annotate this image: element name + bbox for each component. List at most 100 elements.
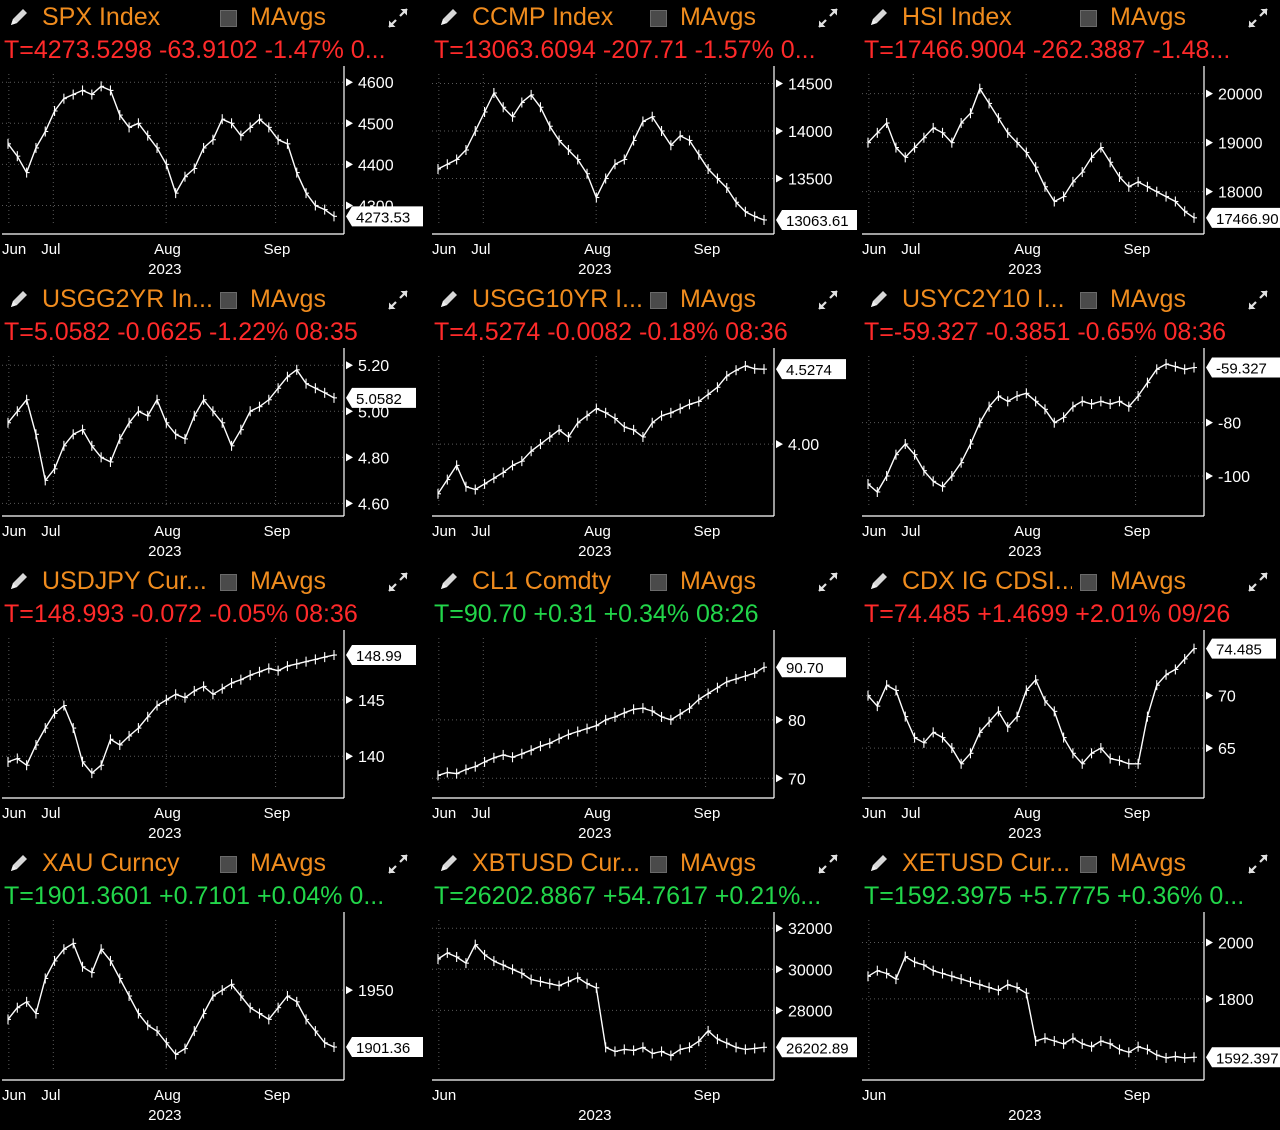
expand-icon[interactable] (1246, 288, 1270, 312)
panel-header: CCMP Index MAvgs (432, 0, 857, 36)
price-chart[interactable]: 80 70 90.70 Jun Jul Aug Sep 2023 (432, 630, 857, 846)
pencil-icon[interactable] (868, 6, 890, 28)
y-tick-label: -80 (1218, 416, 1241, 433)
y-tick-mark (776, 440, 783, 449)
year-label: 2023 (1008, 1107, 1041, 1124)
x-tick-label: Jul (471, 241, 490, 258)
y-tick-label: 4600 (358, 75, 394, 92)
security-title[interactable]: XBTUSD Cur... (472, 849, 641, 877)
price-chart[interactable]: 1950 1901.36 Jun Jul Aug Sep 2023 (2, 912, 427, 1128)
mavgs-label[interactable]: MAvgs (680, 567, 756, 595)
pencil-icon[interactable] (438, 852, 460, 874)
expand-icon[interactable] (386, 570, 410, 594)
last-price-label: 4.5274 (786, 362, 832, 379)
security-title[interactable]: USGG2YR In... (42, 285, 212, 313)
mavgs-label[interactable]: MAvgs (1110, 285, 1186, 313)
pencil-icon[interactable] (438, 570, 460, 592)
mavgs-checkbox[interactable] (220, 292, 237, 309)
mavgs-checkbox[interactable] (650, 574, 667, 591)
mavgs-label[interactable]: MAvgs (250, 3, 326, 31)
mavgs-checkbox[interactable] (1080, 856, 1097, 873)
chart-panel: CDX IG CDSI... MAvgs T=74.485 +1.4699 +2.0… (862, 564, 1280, 846)
mavgs-label[interactable]: MAvgs (250, 285, 326, 313)
price-chart[interactable]: 145 140 148.99 Jun Jul Aug Sep 2023 (2, 630, 427, 846)
security-title[interactable]: CL1 Comdty (472, 567, 611, 595)
pencil-icon[interactable] (8, 6, 30, 28)
mavgs-label[interactable]: MAvgs (680, 3, 756, 31)
pencil-icon[interactable] (438, 288, 460, 310)
security-title[interactable]: HSI Index (902, 3, 1012, 31)
pencil-icon[interactable] (8, 288, 30, 310)
pencil-icon[interactable] (868, 288, 890, 310)
mavgs-label[interactable]: MAvgs (250, 849, 326, 877)
expand-icon[interactable] (386, 288, 410, 312)
pencil-icon[interactable] (8, 852, 30, 874)
expand-icon[interactable] (386, 6, 410, 30)
mavgs-label[interactable]: MAvgs (250, 567, 326, 595)
price-chart[interactable]: 32000 30000 28000 26202.89 Jun Sep 2023 (432, 912, 857, 1128)
expand-icon[interactable] (386, 852, 410, 876)
price-chart[interactable]: 2000 1800 1592.397 Jun Sep 2023 (862, 912, 1280, 1128)
mavgs-checkbox[interactable] (1080, 10, 1097, 27)
price-chart[interactable]: 20000 19000 18000 17466.90 Jun Jul Aug Sep 2023 (862, 66, 1280, 282)
y-tick-label: 65 (1218, 741, 1236, 758)
mavgs-checkbox[interactable] (650, 856, 667, 873)
security-title[interactable]: SPX Index (42, 3, 161, 31)
quote-line: T=-59.327 -0.3851 -0.65% 08:36 (864, 318, 1227, 346)
mavgs-label[interactable]: MAvgs (1110, 3, 1186, 31)
y-tick-label: 13500 (788, 172, 833, 189)
expand-icon[interactable] (1246, 570, 1270, 594)
mavgs-checkbox[interactable] (1080, 292, 1097, 309)
x-tick-label: Sep (264, 241, 291, 258)
chart-panel: CL1 Comdty MAvgs T=90.70 +0.31 +0.34% 08:2… (432, 564, 857, 846)
security-title[interactable]: USYC2Y10 I... (902, 285, 1065, 313)
security-title[interactable]: XAU Curncy (42, 849, 180, 877)
mavgs-label[interactable]: MAvgs (680, 285, 756, 313)
security-title[interactable]: USGG10YR I... (472, 285, 642, 313)
pencil-icon[interactable] (868, 852, 890, 874)
mavgs-checkbox[interactable] (220, 10, 237, 27)
y-tick-mark (776, 1006, 783, 1015)
y-tick-mark (776, 924, 783, 933)
expand-icon[interactable] (816, 288, 840, 312)
price-chart[interactable]: 4.00 4.5274 Jun Jul Aug Sep 2023 (432, 348, 857, 564)
expand-icon[interactable] (1246, 6, 1270, 30)
mavgs-checkbox[interactable] (220, 574, 237, 591)
pencil-icon[interactable] (438, 6, 460, 28)
price-line (867, 648, 1195, 765)
x-tick-label: Aug (1014, 523, 1041, 540)
x-tick-label: Jul (41, 241, 60, 258)
x-tick-label: Sep (1124, 1087, 1151, 1104)
quote-line: T=74.485 +1.4699 +2.01% 09/26 (864, 600, 1231, 628)
y-tick-mark (776, 174, 783, 183)
mavgs-label[interactable]: MAvgs (680, 849, 756, 877)
last-price-label: -59.327 (1216, 361, 1267, 378)
mavgs-checkbox[interactable] (220, 856, 237, 873)
security-title[interactable]: CDX IG CDSI... (902, 567, 1072, 595)
x-tick-label: Sep (1124, 523, 1151, 540)
price-chart[interactable]: -80 -100 -59.327 Jun Jul Aug Sep 2023 (862, 348, 1280, 564)
expand-icon[interactable] (816, 570, 840, 594)
quote-line: T=5.0582 -0.0625 -1.22% 08:35 (4, 318, 358, 346)
mavgs-checkbox[interactable] (1080, 574, 1097, 591)
mavgs-label[interactable]: MAvgs (1110, 567, 1186, 595)
chart-panel: USDJPY Cur... MAvgs T=148.993 -0.072 -0.05… (2, 564, 427, 846)
price-chart[interactable]: 14500 14000 13500 13063.61 Jun Jul Aug Sep 2023 (432, 66, 857, 282)
expand-icon[interactable] (816, 6, 840, 30)
security-title[interactable]: XETUSD Cur... (902, 849, 1071, 877)
mavgs-label[interactable]: MAvgs (1110, 849, 1186, 877)
mavgs-checkbox[interactable] (650, 292, 667, 309)
pencil-icon[interactable] (868, 570, 890, 592)
x-tick-label: Jul (471, 523, 490, 540)
x-tick-label: Sep (694, 805, 721, 822)
expand-icon[interactable] (816, 852, 840, 876)
mavgs-checkbox[interactable] (650, 10, 667, 27)
price-chart[interactable]: 70 65 74.485 Jun Jul Aug Sep 2023 (862, 630, 1280, 846)
panel-header: XETUSD Cur... MAvgs (862, 846, 1280, 882)
security-title[interactable]: USDJPY Cur... (42, 567, 207, 595)
pencil-icon[interactable] (8, 570, 30, 592)
expand-icon[interactable] (1246, 852, 1270, 876)
security-title[interactable]: CCMP Index (472, 3, 614, 31)
price-chart[interactable]: 5.20 5.00 4.80 4.60 5.0582 Jun Jul Aug Sep 2023 (2, 348, 427, 564)
